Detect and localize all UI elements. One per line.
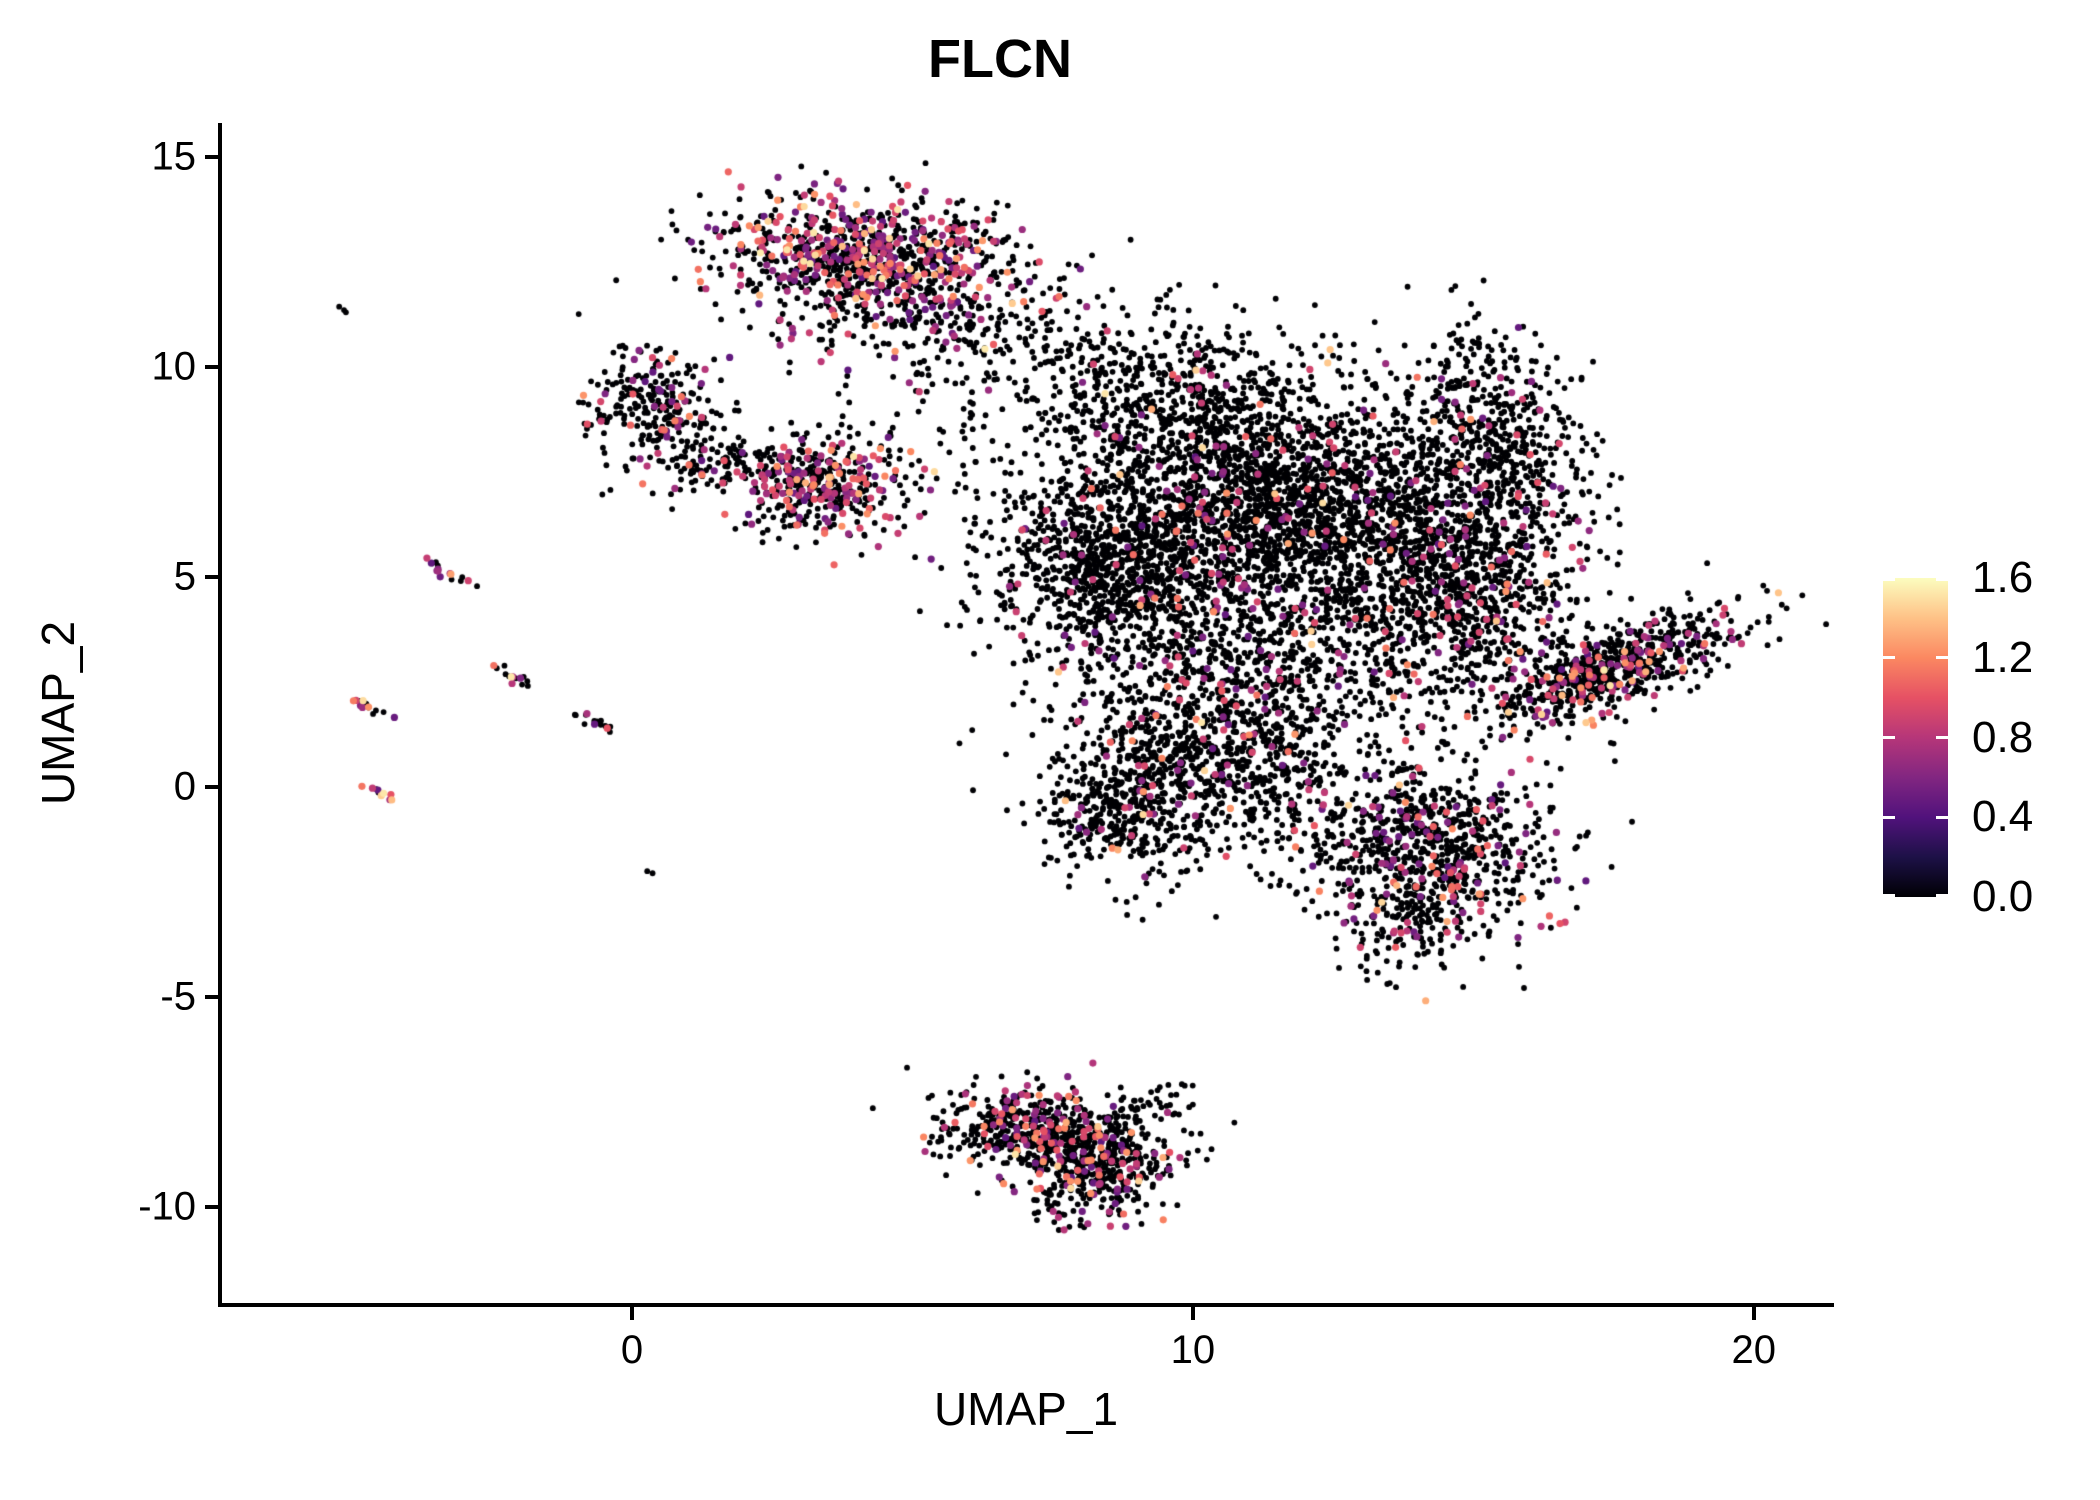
y-axis-tick-label: 5: [173, 554, 196, 599]
y-axis-tick: [205, 994, 218, 999]
x-axis-tick-label: 0: [620, 1328, 644, 1372]
x-axis-tick: [1751, 1307, 1756, 1320]
colorbar-tick: [1936, 656, 1948, 660]
umap-scatter-canvas: [222, 123, 1830, 1303]
y-axis-tick: [205, 784, 218, 789]
y-axis-label: UMAP_2: [32, 620, 84, 806]
colorbar-tick-label: 1.2: [1972, 632, 2034, 682]
y-axis-tick-label: 15: [151, 134, 197, 179]
y-axis-tick: [205, 364, 218, 369]
colorbar-tick: [1883, 656, 1895, 660]
colorbar-tick: [1936, 894, 1948, 897]
colorbar-tick: [1883, 894, 1895, 897]
expression-colorbar: [1883, 578, 1948, 897]
colorbar-tick: [1883, 815, 1895, 819]
colorbar-tick: [1936, 578, 1948, 581]
x-axis-tick-label: 20: [1731, 1328, 1776, 1372]
y-axis-tick: [205, 574, 218, 579]
x-axis-tick: [629, 1307, 634, 1320]
colorbar-tick-label: 0.8: [1972, 712, 2034, 762]
plot-title: FLCN: [928, 29, 1072, 89]
y-axis-tick: [205, 155, 218, 159]
y-axis-tick-label: 0: [173, 764, 196, 809]
colorbar-tick: [1936, 736, 1948, 739]
colorbar-tick: [1883, 578, 1895, 581]
colorbar-tick-label: 0.4: [1972, 792, 2034, 842]
y-axis-tick: [205, 1204, 218, 1209]
x-axis-line: [218, 1303, 1834, 1307]
x-axis-label: UMAP_1: [933, 1383, 1119, 1435]
colorbar-tick: [1936, 815, 1948, 819]
x-axis-tick-label: 10: [1170, 1328, 1216, 1372]
y-axis-tick-label: -10: [138, 1184, 196, 1229]
x-axis-tick: [1190, 1307, 1195, 1320]
y-axis-line: [218, 123, 222, 1307]
colorbar-tick-label: 0.0: [1972, 872, 2034, 921]
y-axis-tick-label: -5: [160, 974, 196, 1019]
colorbar-tick: [1883, 736, 1895, 739]
colorbar-tick-label: 1.6: [1972, 553, 2034, 602]
y-axis-tick-label: 10: [151, 344, 197, 389]
